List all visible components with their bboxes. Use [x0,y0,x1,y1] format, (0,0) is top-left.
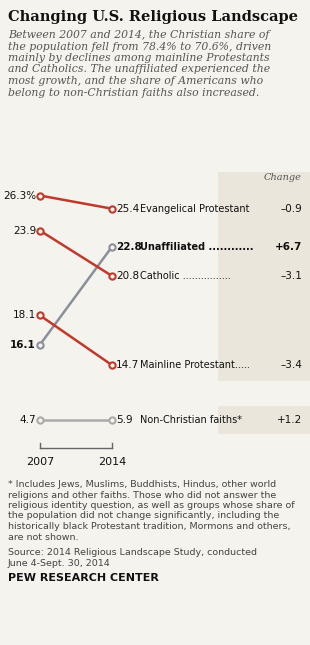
Text: Evangelical Protestant: Evangelical Protestant [140,204,250,213]
Text: 22.8: 22.8 [116,242,142,252]
Text: Changing U.S. Religious Landscape: Changing U.S. Religious Landscape [8,10,298,24]
Text: 26.3%: 26.3% [3,190,36,201]
Text: are not shown.: are not shown. [8,533,78,542]
Text: Change: Change [264,173,302,182]
Text: 25.4: 25.4 [116,204,139,213]
Text: belong to non-Christian faiths also increased.: belong to non-Christian faiths also incr… [8,88,259,97]
Text: mainly by declines among mainline Protestants: mainly by declines among mainline Protes… [8,53,270,63]
FancyBboxPatch shape [218,406,310,434]
Text: 2014: 2014 [98,457,126,467]
Text: and Catholics. The unaffiliated experienced the: and Catholics. The unaffiliated experien… [8,64,270,75]
Text: June 4-Sept. 30, 2014: June 4-Sept. 30, 2014 [8,559,111,568]
Text: 5.9: 5.9 [116,415,133,425]
Text: –3.1: –3.1 [280,271,302,281]
Text: 14.7: 14.7 [116,360,139,370]
Text: –3.4: –3.4 [280,360,302,370]
Text: * Includes Jews, Muslims, Buddhists, Hindus, other world: * Includes Jews, Muslims, Buddhists, Hin… [8,480,276,489]
Text: Between 2007 and 2014, the Christian share of: Between 2007 and 2014, the Christian sha… [8,30,269,40]
Text: Unaffiliated ............: Unaffiliated ............ [140,242,254,252]
FancyBboxPatch shape [218,172,310,381]
Text: religious identity question, as well as groups whose share of: religious identity question, as well as … [8,501,294,510]
Text: 2007: 2007 [26,457,54,467]
Text: +6.7: +6.7 [275,242,302,252]
Text: Non-Christian faiths*: Non-Christian faiths* [140,415,242,425]
Text: 20.8: 20.8 [116,271,139,281]
Text: PEW RESEARCH CENTER: PEW RESEARCH CENTER [8,573,159,583]
Text: 16.1: 16.1 [10,340,36,350]
Text: the population did not change significantly, including the: the population did not change significan… [8,511,279,521]
Text: Catholic ................: Catholic ................ [140,271,231,281]
Text: Mainline Protestant.....: Mainline Protestant..... [140,360,250,370]
Text: religions and other faiths. Those who did not answer the: religions and other faiths. Those who di… [8,490,276,499]
Text: –0.9: –0.9 [280,204,302,213]
Text: 4.7: 4.7 [19,415,36,425]
Text: 23.9: 23.9 [13,226,36,235]
Text: most growth, and the share of Americans who: most growth, and the share of Americans … [8,76,263,86]
Text: +1.2: +1.2 [277,415,302,425]
Text: the population fell from 78.4% to 70.6%, driven: the population fell from 78.4% to 70.6%,… [8,41,271,52]
Text: historically black Protestant tradition, Mormons and others,: historically black Protestant tradition,… [8,522,290,531]
Text: Source: 2014 Religious Landscape Study, conducted: Source: 2014 Religious Landscape Study, … [8,548,257,557]
Text: 18.1: 18.1 [13,310,36,321]
